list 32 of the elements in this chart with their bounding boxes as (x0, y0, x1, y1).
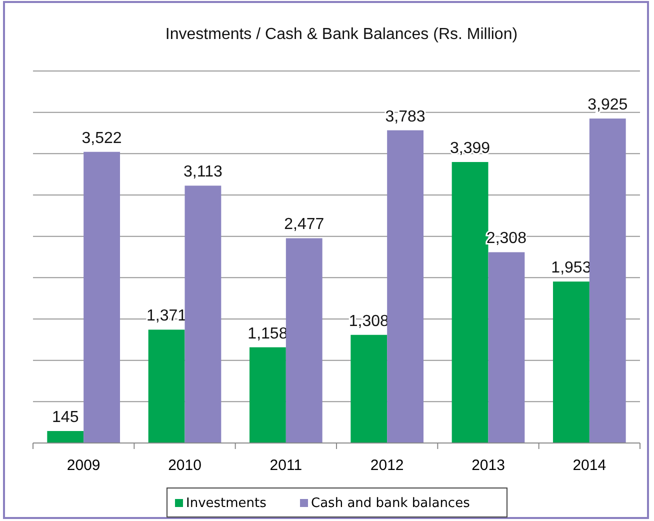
x-tick-label: 2011 (270, 457, 302, 474)
bar (488, 252, 525, 443)
x-tick-label: 2012 (370, 457, 404, 474)
bar (286, 238, 322, 443)
x-tick-label: 2009 (66, 457, 100, 474)
bar (589, 118, 626, 443)
data-label: 2,477 (284, 216, 324, 234)
bar (552, 282, 590, 443)
legend-label: Cash and bank balances (311, 496, 470, 511)
x-tick-label: 2010 (168, 457, 202, 474)
bar (47, 431, 84, 443)
x-tick-label: 2014 (572, 457, 606, 474)
data-label: 1,953 (551, 260, 592, 277)
bar (148, 330, 185, 443)
data-label: 3,113 (184, 164, 222, 181)
data-label: 1,308 (348, 312, 389, 330)
data-label: 1,158 (248, 325, 288, 342)
data-label: 1,371 (146, 308, 187, 325)
data-label: 145 (52, 409, 79, 426)
chart-title: Investments / Cash & Bank Balances (Rs. Million) (165, 26, 518, 43)
bar (387, 130, 424, 443)
bar (350, 334, 388, 443)
data-label: 3,925 (588, 96, 628, 114)
legend-label: Investments (186, 496, 267, 511)
bar (84, 152, 120, 443)
bar (184, 186, 222, 443)
data-label: 3,783 (385, 108, 426, 126)
x-tick-label: 2013 (472, 457, 505, 474)
data-label: 3,522 (82, 130, 122, 147)
data-label: 3,399 (450, 140, 490, 158)
bar (249, 347, 286, 443)
bar (452, 162, 488, 443)
